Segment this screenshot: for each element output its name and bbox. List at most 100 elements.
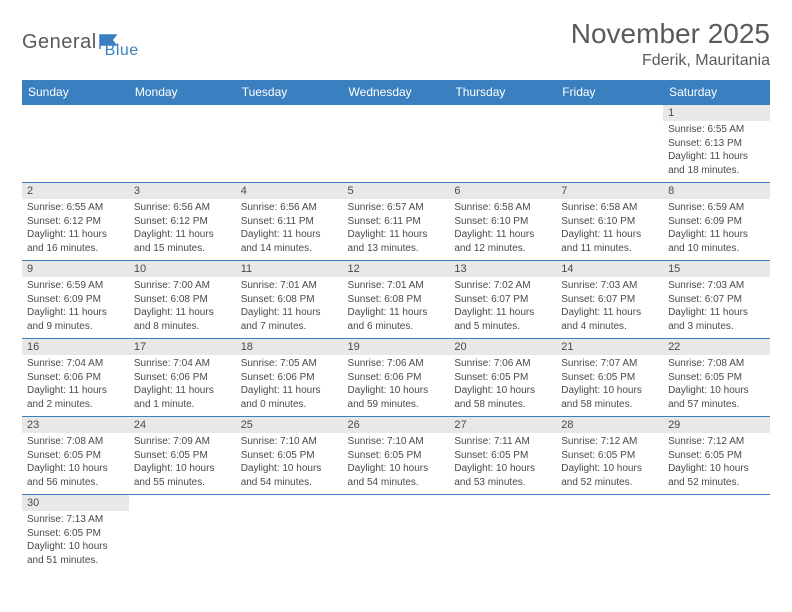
day-number: 1	[663, 105, 770, 121]
day-number: 2	[22, 183, 129, 199]
calendar-cell: 24Sunrise: 7:09 AMSunset: 6:05 PMDayligh…	[129, 417, 236, 495]
day-details: Sunrise: 7:03 AMSunset: 6:07 PMDaylight:…	[663, 277, 770, 336]
day-header-row: Sunday Monday Tuesday Wednesday Thursday…	[22, 80, 770, 105]
day-number: 22	[663, 339, 770, 355]
calendar-cell: 2Sunrise: 6:55 AMSunset: 6:12 PMDaylight…	[22, 183, 129, 261]
day-number: 19	[343, 339, 450, 355]
calendar-cell: 4Sunrise: 6:56 AMSunset: 6:11 PMDaylight…	[236, 183, 343, 261]
day-details: Sunrise: 7:12 AMSunset: 6:05 PMDaylight:…	[663, 433, 770, 492]
day-number: 15	[663, 261, 770, 277]
calendar-row: 23Sunrise: 7:08 AMSunset: 6:05 PMDayligh…	[22, 417, 770, 495]
calendar-cell: 21Sunrise: 7:07 AMSunset: 6:05 PMDayligh…	[556, 339, 663, 417]
day-details: Sunrise: 6:59 AMSunset: 6:09 PMDaylight:…	[22, 277, 129, 336]
day-details: Sunrise: 7:06 AMSunset: 6:05 PMDaylight:…	[449, 355, 556, 414]
day-details: Sunrise: 7:04 AMSunset: 6:06 PMDaylight:…	[22, 355, 129, 414]
calendar-cell: 22Sunrise: 7:08 AMSunset: 6:05 PMDayligh…	[663, 339, 770, 417]
day-number: 17	[129, 339, 236, 355]
dayhdr-fri: Friday	[556, 80, 663, 105]
day-number: 9	[22, 261, 129, 277]
day-details: Sunrise: 7:06 AMSunset: 6:06 PMDaylight:…	[343, 355, 450, 414]
calendar-cell: 30Sunrise: 7:13 AMSunset: 6:05 PMDayligh…	[22, 495, 129, 573]
day-details: Sunrise: 6:58 AMSunset: 6:10 PMDaylight:…	[449, 199, 556, 258]
day-number: 20	[449, 339, 556, 355]
day-details: Sunrise: 7:12 AMSunset: 6:05 PMDaylight:…	[556, 433, 663, 492]
calendar-cell: 12Sunrise: 7:01 AMSunset: 6:08 PMDayligh…	[343, 261, 450, 339]
calendar-cell	[556, 495, 663, 573]
calendar-cell	[236, 105, 343, 183]
day-number: 21	[556, 339, 663, 355]
dayhdr-tue: Tuesday	[236, 80, 343, 105]
dayhdr-thu: Thursday	[449, 80, 556, 105]
calendar-table: Sunday Monday Tuesday Wednesday Thursday…	[22, 80, 770, 573]
day-details: Sunrise: 6:55 AMSunset: 6:13 PMDaylight:…	[663, 121, 770, 180]
logo-text-blue: Blue	[105, 42, 139, 60]
calendar-row: 9Sunrise: 6:59 AMSunset: 6:09 PMDaylight…	[22, 261, 770, 339]
day-details: Sunrise: 6:56 AMSunset: 6:12 PMDaylight:…	[129, 199, 236, 258]
calendar-cell	[129, 105, 236, 183]
calendar-row: 2Sunrise: 6:55 AMSunset: 6:12 PMDaylight…	[22, 183, 770, 261]
calendar-cell: 10Sunrise: 7:00 AMSunset: 6:08 PMDayligh…	[129, 261, 236, 339]
day-number: 12	[343, 261, 450, 277]
day-details: Sunrise: 7:04 AMSunset: 6:06 PMDaylight:…	[129, 355, 236, 414]
calendar-cell: 29Sunrise: 7:12 AMSunset: 6:05 PMDayligh…	[663, 417, 770, 495]
day-number: 6	[449, 183, 556, 199]
day-details: Sunrise: 7:08 AMSunset: 6:05 PMDaylight:…	[22, 433, 129, 492]
day-details: Sunrise: 6:56 AMSunset: 6:11 PMDaylight:…	[236, 199, 343, 258]
dayhdr-wed: Wednesday	[343, 80, 450, 105]
day-details: Sunrise: 7:11 AMSunset: 6:05 PMDaylight:…	[449, 433, 556, 492]
day-details: Sunrise: 6:59 AMSunset: 6:09 PMDaylight:…	[663, 199, 770, 258]
header: General Blue November 2025 Fderik, Mauri…	[22, 18, 770, 70]
day-number: 18	[236, 339, 343, 355]
calendar-cell: 3Sunrise: 6:56 AMSunset: 6:12 PMDaylight…	[129, 183, 236, 261]
day-details: Sunrise: 7:01 AMSunset: 6:08 PMDaylight:…	[343, 277, 450, 336]
location: Fderik, Mauritania	[571, 52, 770, 70]
day-number: 26	[343, 417, 450, 433]
day-number: 29	[663, 417, 770, 433]
day-details: Sunrise: 7:13 AMSunset: 6:05 PMDaylight:…	[22, 511, 129, 570]
calendar-cell	[449, 495, 556, 573]
day-details: Sunrise: 7:08 AMSunset: 6:05 PMDaylight:…	[663, 355, 770, 414]
day-number: 8	[663, 183, 770, 199]
calendar-cell	[449, 105, 556, 183]
day-number: 23	[22, 417, 129, 433]
calendar-cell: 23Sunrise: 7:08 AMSunset: 6:05 PMDayligh…	[22, 417, 129, 495]
day-details: Sunrise: 7:05 AMSunset: 6:06 PMDaylight:…	[236, 355, 343, 414]
calendar-cell: 19Sunrise: 7:06 AMSunset: 6:06 PMDayligh…	[343, 339, 450, 417]
day-details: Sunrise: 6:58 AMSunset: 6:10 PMDaylight:…	[556, 199, 663, 258]
calendar-cell: 8Sunrise: 6:59 AMSunset: 6:09 PMDaylight…	[663, 183, 770, 261]
calendar-cell: 16Sunrise: 7:04 AMSunset: 6:06 PMDayligh…	[22, 339, 129, 417]
calendar-cell	[22, 105, 129, 183]
day-number: 28	[556, 417, 663, 433]
day-number: 13	[449, 261, 556, 277]
day-details: Sunrise: 6:55 AMSunset: 6:12 PMDaylight:…	[22, 199, 129, 258]
calendar-cell: 5Sunrise: 6:57 AMSunset: 6:11 PMDaylight…	[343, 183, 450, 261]
calendar-cell: 6Sunrise: 6:58 AMSunset: 6:10 PMDaylight…	[449, 183, 556, 261]
calendar-cell	[129, 495, 236, 573]
calendar-cell: 11Sunrise: 7:01 AMSunset: 6:08 PMDayligh…	[236, 261, 343, 339]
calendar-cell	[236, 495, 343, 573]
day-number: 10	[129, 261, 236, 277]
logo: General Blue	[22, 18, 139, 60]
dayhdr-sat: Saturday	[663, 80, 770, 105]
day-details: Sunrise: 7:03 AMSunset: 6:07 PMDaylight:…	[556, 277, 663, 336]
calendar-cell: 18Sunrise: 7:05 AMSunset: 6:06 PMDayligh…	[236, 339, 343, 417]
calendar-cell	[556, 105, 663, 183]
day-number: 7	[556, 183, 663, 199]
calendar-cell: 17Sunrise: 7:04 AMSunset: 6:06 PMDayligh…	[129, 339, 236, 417]
calendar-cell: 15Sunrise: 7:03 AMSunset: 6:07 PMDayligh…	[663, 261, 770, 339]
day-details: Sunrise: 7:00 AMSunset: 6:08 PMDaylight:…	[129, 277, 236, 336]
day-number: 14	[556, 261, 663, 277]
day-number: 4	[236, 183, 343, 199]
day-number: 3	[129, 183, 236, 199]
day-number: 24	[129, 417, 236, 433]
calendar-cell: 27Sunrise: 7:11 AMSunset: 6:05 PMDayligh…	[449, 417, 556, 495]
day-number: 11	[236, 261, 343, 277]
calendar-cell: 1Sunrise: 6:55 AMSunset: 6:13 PMDaylight…	[663, 105, 770, 183]
day-number: 5	[343, 183, 450, 199]
calendar-cell: 20Sunrise: 7:06 AMSunset: 6:05 PMDayligh…	[449, 339, 556, 417]
calendar-cell: 25Sunrise: 7:10 AMSunset: 6:05 PMDayligh…	[236, 417, 343, 495]
day-details: Sunrise: 6:57 AMSunset: 6:11 PMDaylight:…	[343, 199, 450, 258]
day-number: 30	[22, 495, 129, 511]
day-number: 25	[236, 417, 343, 433]
calendar-cell: 14Sunrise: 7:03 AMSunset: 6:07 PMDayligh…	[556, 261, 663, 339]
